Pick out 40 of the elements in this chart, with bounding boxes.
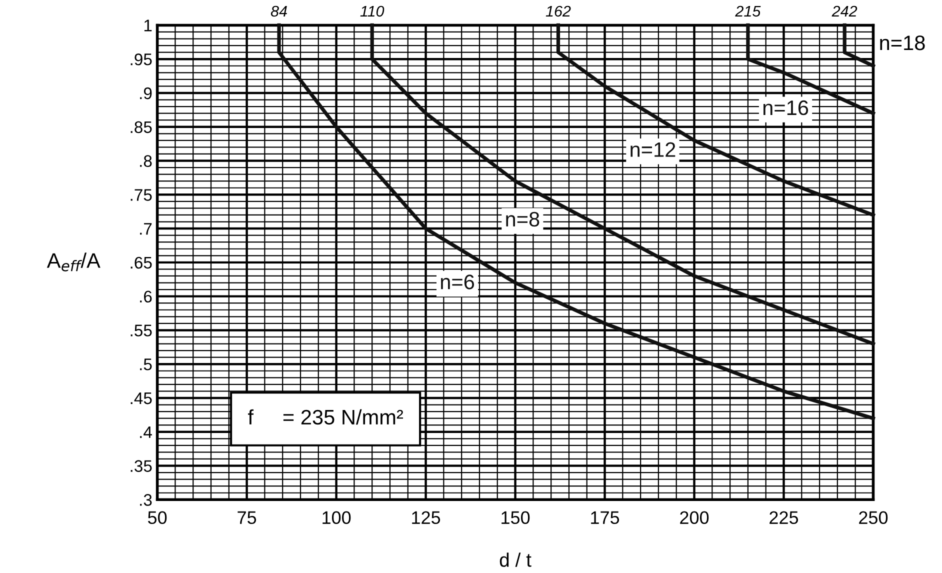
y-tick-label: .75	[130, 189, 152, 201]
y-tick-label: .3	[140, 494, 152, 506]
y-tick-label: .85	[130, 121, 152, 134]
x-tick-label: 50	[148, 511, 167, 524]
y-tick-label: .6	[140, 290, 152, 303]
y-tick-label: 1	[144, 20, 152, 32]
x-tick-label: 225	[770, 511, 798, 524]
annotation: 110	[360, 6, 384, 17]
x-tick-label: 200	[680, 511, 709, 524]
y-tick-label: .5	[140, 358, 152, 370]
y-tick-label: .95	[130, 54, 152, 66]
series-label: n=16	[763, 100, 808, 116]
annotation: f = 235 N/mm²	[248, 409, 404, 425]
series-label: n=12	[630, 142, 676, 157]
annotation: 215	[735, 6, 761, 17]
y-tick-label: .35	[130, 460, 152, 472]
line-series	[556, 23, 876, 217]
y-tick-label: .55	[130, 324, 152, 336]
series-label: n=8	[506, 212, 540, 227]
y-tick-label: .45	[130, 392, 152, 404]
line-series	[746, 23, 876, 116]
y-tick-label: .8	[140, 155, 152, 167]
x-tick-label: 125	[412, 511, 440, 524]
y-tick-label: .65	[130, 256, 152, 269]
x-axis-title: d / t	[500, 552, 532, 567]
y-tick-label: .7	[140, 223, 152, 235]
series-label: n=6	[441, 274, 474, 290]
annotation: 84	[270, 6, 287, 17]
series-label: n=18	[880, 35, 925, 50]
y-tick-label: .4	[140, 426, 152, 438]
line-series	[370, 23, 876, 346]
annotation: 162	[546, 6, 571, 17]
x-tick-label: 250	[859, 511, 888, 524]
x-tick-label: 100	[322, 511, 351, 524]
x-tick-label: 75	[238, 511, 256, 524]
y-tick-label: .9	[140, 87, 152, 100]
x-tick-label: 150	[502, 511, 530, 524]
y-axis-title: A$_{eff}$/A	[46, 252, 100, 272]
annotation: 242	[832, 6, 858, 16]
x-tick-label: 175	[591, 511, 620, 524]
